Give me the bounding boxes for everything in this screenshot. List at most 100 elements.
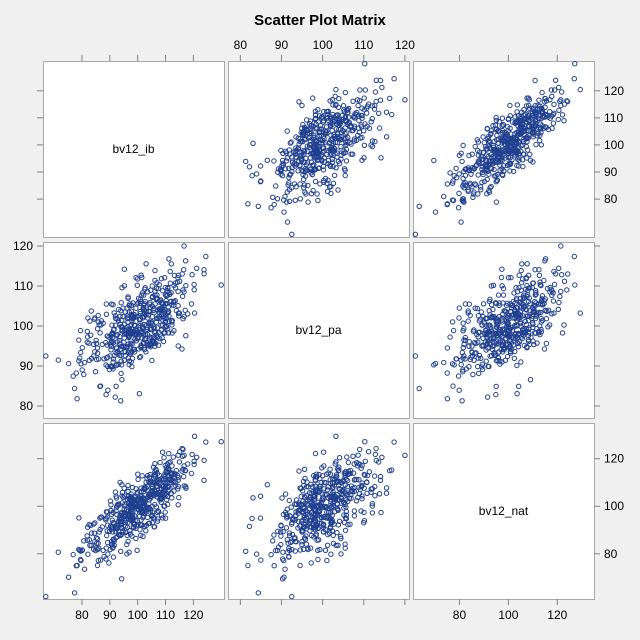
data-point (300, 509, 306, 515)
data-point (97, 330, 103, 336)
data-point (331, 476, 337, 482)
data-point (512, 323, 518, 329)
data-point (496, 300, 502, 306)
y-tick-label: 110 (604, 111, 623, 125)
data-point (300, 130, 306, 136)
data-point (185, 311, 191, 317)
data-point (502, 155, 509, 161)
data-point (527, 157, 534, 164)
data-point (162, 315, 168, 322)
data-point (470, 191, 477, 197)
data-point (150, 464, 157, 470)
data-point (342, 167, 348, 174)
data-point (527, 105, 533, 111)
data-point (141, 307, 147, 313)
data-point (332, 496, 339, 502)
data-point (70, 373, 76, 379)
data-point (131, 525, 137, 531)
data-point (134, 301, 140, 307)
data-point (333, 86, 339, 93)
data-point (526, 326, 532, 332)
data-point (460, 345, 466, 351)
data-point (494, 177, 500, 184)
data-point (525, 285, 532, 291)
data-point (160, 477, 166, 483)
data-point (447, 170, 453, 176)
data-point (128, 512, 135, 518)
data-point (389, 111, 395, 118)
data-point (532, 117, 539, 124)
data-point (545, 126, 552, 133)
data-point (315, 119, 321, 125)
data-point (191, 281, 197, 288)
data-point (342, 172, 348, 179)
data-point (118, 324, 124, 330)
data-point (317, 502, 324, 509)
data-point (368, 119, 374, 125)
data-point (509, 346, 515, 352)
data-point (154, 518, 161, 524)
data-point (149, 320, 155, 327)
data-point (149, 509, 156, 515)
data-point (139, 473, 145, 479)
data-point (307, 495, 314, 501)
data-point (321, 108, 327, 115)
data-point (486, 171, 492, 177)
data-point (565, 271, 571, 277)
data-point (572, 61, 578, 67)
data-point (101, 553, 107, 560)
data-point (496, 349, 502, 355)
data-point (514, 391, 520, 397)
data-point (257, 163, 264, 169)
data-point (478, 355, 484, 361)
data-point (299, 529, 305, 535)
data-point (295, 168, 301, 174)
data-point (304, 127, 310, 134)
data-point (512, 142, 518, 148)
data-point (459, 158, 465, 165)
data-point (338, 551, 344, 557)
data-point (156, 335, 163, 342)
data-point (311, 132, 317, 138)
data-point (316, 489, 322, 496)
data-point (362, 61, 368, 67)
data-point (299, 102, 305, 109)
data-point (104, 354, 111, 360)
data-point (451, 362, 457, 368)
data-point (119, 317, 125, 323)
data-point (472, 143, 478, 150)
data-point (151, 524, 158, 530)
data-point (271, 563, 277, 569)
x-tick-label: 80 (75, 608, 89, 622)
data-point (264, 482, 270, 488)
data-point (250, 140, 256, 147)
data-point (103, 339, 109, 346)
data-point (295, 500, 302, 506)
data-point (372, 451, 379, 458)
data-point (92, 520, 98, 526)
data-point (334, 121, 340, 127)
data-point (369, 501, 376, 507)
data-point (246, 523, 253, 530)
data-point (383, 490, 390, 496)
data-point (484, 176, 490, 183)
x-tick-label: 110 (156, 608, 175, 622)
data-point (336, 464, 342, 470)
data-point (103, 362, 109, 368)
data-point (111, 310, 117, 316)
data-point (176, 494, 182, 501)
data-point (88, 542, 95, 548)
data-point (280, 511, 287, 518)
data-point (143, 311, 149, 317)
data-point (91, 530, 98, 536)
data-point (283, 525, 290, 531)
data-point (334, 479, 340, 485)
data-point (539, 298, 545, 304)
data-point (432, 360, 439, 367)
data-point (377, 97, 384, 103)
data-point (343, 515, 350, 522)
data-point (537, 301, 544, 307)
data-point (307, 118, 314, 124)
data-point (572, 282, 578, 288)
cell-bv12_pa-vs-bv12_ib (43, 242, 225, 419)
